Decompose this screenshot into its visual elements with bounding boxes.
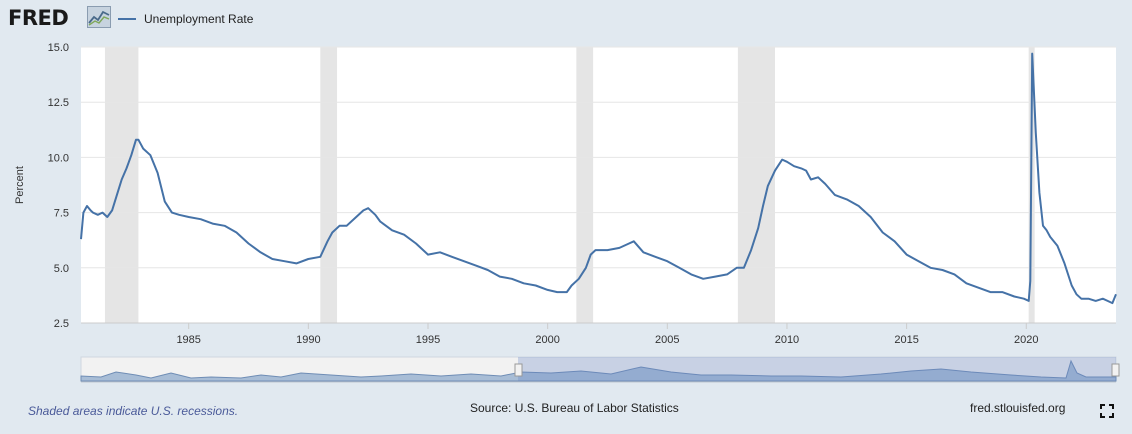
x-tick-label: 2010 <box>775 334 799 346</box>
line-graph-icon <box>87 6 111 28</box>
y-tick-label: 12.5 <box>48 97 69 109</box>
plot-area <box>81 47 1116 323</box>
legend-swatch <box>118 18 136 20</box>
x-tick-label: 2000 <box>535 334 559 346</box>
recession-band <box>737 47 775 323</box>
chart-header: FRED Unemployment Rate <box>0 0 1132 40</box>
navigator-series <box>80 359 1117 382</box>
recession-band <box>576 47 594 323</box>
y-tick-label: 2.5 <box>54 318 69 330</box>
x-tick-label: 1985 <box>176 334 200 346</box>
navigator-selection <box>518 357 1116 381</box>
source-text: Source: U.S. Bureau of Labor Statistics <box>470 401 679 415</box>
navigator-handle[interactable] <box>1111 363 1120 377</box>
x-tick-label: 2005 <box>655 334 679 346</box>
y-tick-label: 5.0 <box>54 263 69 275</box>
y-axis-label: Percent <box>14 166 26 204</box>
navigator-handle[interactable] <box>514 363 523 377</box>
recession-band <box>320 47 338 323</box>
x-tick-label: 2015 <box>894 334 918 346</box>
fred-logo[interactable]: FRED <box>8 6 69 30</box>
unemployment-series-line <box>80 52 1117 305</box>
fullscreen-icon[interactable] <box>1100 404 1114 418</box>
recession-note: Shaded areas indicate U.S. recessions. <box>28 404 239 418</box>
fred-url[interactable]: fred.stlouisfed.org <box>970 401 1066 415</box>
y-tick-label: 10.0 <box>48 152 69 164</box>
chart-legend[interactable]: Unemployment Rate <box>118 10 253 28</box>
x-tick-label: 1990 <box>296 334 320 346</box>
y-tick-label: 7.5 <box>54 208 69 220</box>
recession-band <box>104 47 139 323</box>
y-tick-label: 15.0 <box>48 42 69 54</box>
x-tick-label: 2020 <box>1014 334 1038 346</box>
x-tick-label: 1995 <box>416 334 440 346</box>
legend-label: Unemployment Rate <box>144 12 254 26</box>
